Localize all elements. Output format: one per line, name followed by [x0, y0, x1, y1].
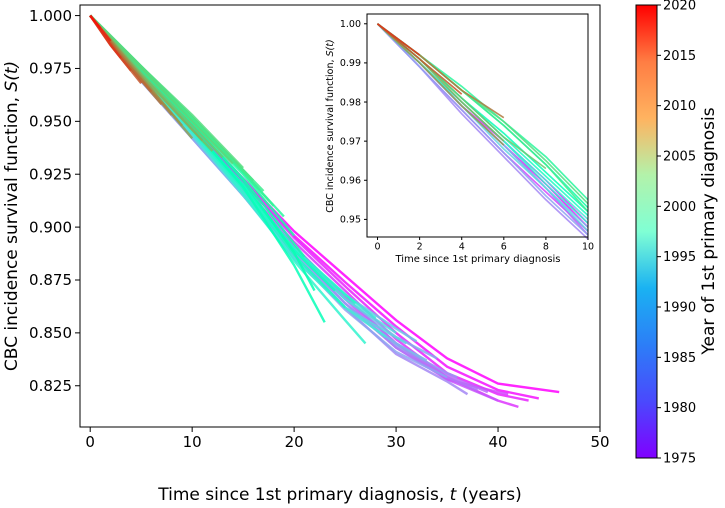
main-x-axis-label: Time since 1st primary diagnosis, t (yea… — [157, 485, 522, 505]
inset-y-ticks: 0.95 0.96 0.97 0.98 0.99 1.00 — [340, 19, 367, 226]
main-y-ticks: 0.825 0.850 0.875 0.900 0.925 0.950 0.975 1.000 — [29, 7, 80, 395]
colorbar: 1975 1980 1985 1990 1995 2000 2005 2010 2015 2020… — [635, 0, 719, 467]
colorbar-tick-label: 2000 — [663, 200, 696, 215]
colorbar-tick-label: 1985 — [663, 351, 696, 366]
inset-x-tick-label: 0 — [375, 242, 381, 253]
colorbar-gradient — [635, 4, 658, 459]
inset-x-tick-label: 8 — [543, 242, 549, 253]
main-y-tick-label: 0.825 — [29, 377, 72, 395]
inset-y-label-var: S(t) — [325, 39, 336, 56]
inset-series-1985 — [376, 23, 589, 236]
main-y-tick-label: 0.850 — [29, 324, 72, 342]
main-x-tick-label: 40 — [488, 433, 507, 451]
colorbar-tick-label: 1975 — [663, 452, 696, 467]
inset-x-ticks: 0 2 4 6 8 10 — [375, 237, 594, 253]
main-y-tick-label: 0.875 — [29, 271, 72, 289]
main-series-group — [89, 14, 560, 409]
colorbar-tick-label: 2015 — [663, 49, 696, 64]
colorbar-tick-label: 2010 — [663, 99, 696, 114]
inset-series-2017 — [376, 23, 421, 56]
inset-x-axis-label: Time since 1st primary diagnosis — [394, 254, 560, 265]
main-y-label-prefix: CBC incidence survival function, — [2, 92, 22, 372]
colorbar-tick-label: 1995 — [663, 250, 696, 265]
colorbar-label: Year of 1st primary diagnosis — [699, 107, 719, 355]
main-y-axis-label: CBC incidence survival function, S(t) — [2, 61, 22, 371]
inset-x-tick-label: 6 — [501, 242, 507, 253]
inset-series-group — [376, 23, 589, 240]
inset-y-label-prefix: CBC incidence survival function, — [325, 56, 336, 212]
main-plot: 0 10 20 30 40 50 0.8250.8500.8750.9000.9250.9… — [2, 4, 610, 505]
main-y-tick-label: 0.925 — [29, 165, 72, 183]
main-series-2019 — [89, 14, 102, 30]
inset-y-tick-label: 0.95 — [340, 215, 361, 226]
main-x-label-var: t — [450, 485, 458, 505]
main-x-label-prefix: Time since 1st primary diagnosis, — [157, 485, 449, 505]
inset-y-tick-label: 0.97 — [340, 136, 361, 147]
inset-series-2011 — [376, 23, 505, 146]
main-axes-frame — [79, 4, 601, 428]
main-x-tick-label: 10 — [183, 433, 202, 451]
inset-series-2015 — [376, 23, 463, 95]
main-x-tick-label: 30 — [387, 433, 406, 451]
inset-y-axis-label: CBC incidence survival function, S(t) — [325, 39, 336, 212]
main-y-tick-label: 0.900 — [29, 218, 72, 236]
colorbar-tick-label: 2005 — [663, 150, 696, 165]
main-x-label-suffix: (years) — [456, 485, 521, 505]
main-y-tick-label: 0.950 — [29, 113, 72, 131]
main-x-tick-label: 20 — [285, 433, 304, 451]
main-y-tick-label: 0.975 — [29, 60, 72, 78]
inset-x-tick-label: 2 — [417, 242, 423, 253]
main-y-label-var: S(t) — [2, 61, 22, 92]
main-x-tick-label: 50 — [590, 433, 609, 451]
colorbar-tick-label: 1990 — [663, 301, 696, 316]
inset-x-tick-label: 4 — [459, 242, 465, 253]
inset-y-tick-label: 0.98 — [340, 97, 361, 108]
inset-y-tick-label: 1.00 — [340, 19, 361, 30]
main-y-tick-label: 1.000 — [29, 7, 72, 25]
main-series-2006 — [89, 14, 234, 165]
main-x-ticks: 0 10 20 30 40 50 — [85, 427, 610, 451]
inset-y-tick-label: 0.99 — [340, 58, 361, 69]
inset-plot: 0 2 4 6 8 10 0.95 0.96 0.97 0.98 0.99 1.00 Time si… — [325, 13, 594, 265]
inset-axes-frame — [366, 13, 589, 238]
colorbar-ticks: 1975 1980 1985 1990 1995 2000 2005 2010 2015 2020 — [657, 0, 696, 467]
inset-x-tick-label: 10 — [582, 242, 594, 253]
main-x-tick-label: 0 — [85, 433, 95, 451]
colorbar-tick-label: 2020 — [663, 0, 696, 14]
inset-y-tick-label: 0.96 — [340, 176, 361, 187]
colorbar-tick-label: 1980 — [663, 401, 696, 416]
